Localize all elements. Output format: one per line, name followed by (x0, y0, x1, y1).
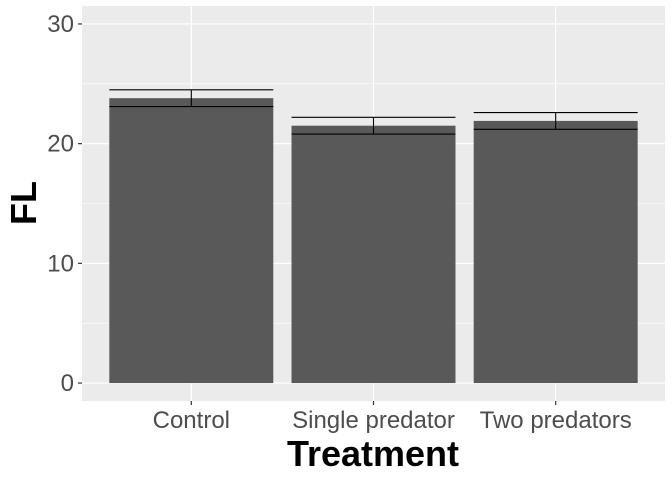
y-axis-title: FL (3, 181, 44, 225)
y-tick-label: 0 (61, 370, 74, 397)
y-axis: 0 10 20 30 (47, 11, 82, 397)
bars (109, 98, 638, 384)
x-tick-label: Two predators (480, 407, 632, 434)
x-axis: Control Single predator Two predators (153, 401, 632, 434)
x-axis-title: Treatment (287, 433, 459, 474)
x-tick-label: Control (153, 407, 230, 434)
bar (291, 125, 456, 384)
x-tick-label: Single predator (292, 407, 455, 434)
bar (473, 120, 638, 384)
bar (109, 98, 274, 384)
y-tick-label: 10 (47, 250, 74, 277)
y-tick-label: 30 (47, 11, 74, 38)
y-tick-label: 20 (47, 131, 74, 158)
error-bars (109, 89, 638, 135)
